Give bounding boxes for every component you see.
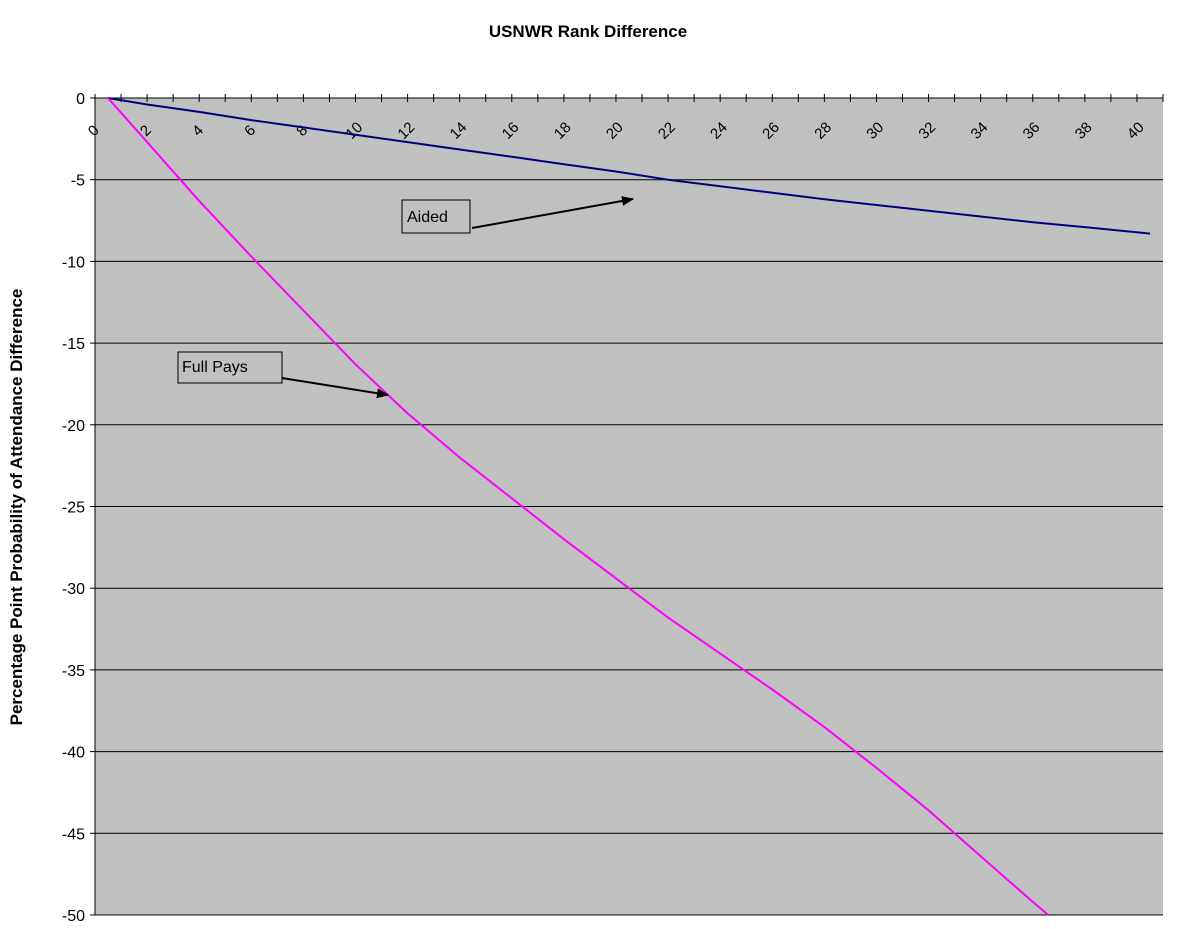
x-axis-ticks: 0 2 4 6 8 10 12 14 16 18 20 22 24 26 28 30 32 34 36 38 40 xyxy=(85,94,1164,143)
y-axis-label: Percentage Point Probability of Attendan… xyxy=(7,289,26,726)
annotation-box-full-pays xyxy=(177,351,283,384)
y-tick-label: 0 xyxy=(76,91,85,108)
annotation-label-aided: Aided xyxy=(407,209,448,226)
chart-title: USNWR Rank Difference xyxy=(489,22,687,41)
series-group xyxy=(107,97,1151,916)
annotation-arrow-aided xyxy=(471,196,634,229)
y-tick-label: -20 xyxy=(62,418,85,435)
y-tick-label: -5 xyxy=(71,173,85,190)
y-axis-ticks: 0 -5 -10 -15 -20 -25 -30 -35 -40 -45 -50 xyxy=(62,91,95,925)
annotation-box-aided xyxy=(401,199,471,234)
series-line-full-pays xyxy=(107,97,1050,916)
y-tick-label: -10 xyxy=(62,254,85,271)
annotation-label-full-pays: Full Pays xyxy=(182,359,248,376)
series-line-aided xyxy=(107,97,1151,235)
y-tick-label: -15 xyxy=(62,336,85,353)
y-tick-label: -35 xyxy=(62,663,85,680)
y-tick-label: -25 xyxy=(62,500,85,517)
y-tick-label: -50 xyxy=(62,908,85,925)
y-tick-label: -30 xyxy=(62,581,85,598)
y-tick-label: -40 xyxy=(62,745,85,762)
y-tick-label: -45 xyxy=(62,826,85,843)
annotation-arrow-full-pays xyxy=(281,377,389,399)
